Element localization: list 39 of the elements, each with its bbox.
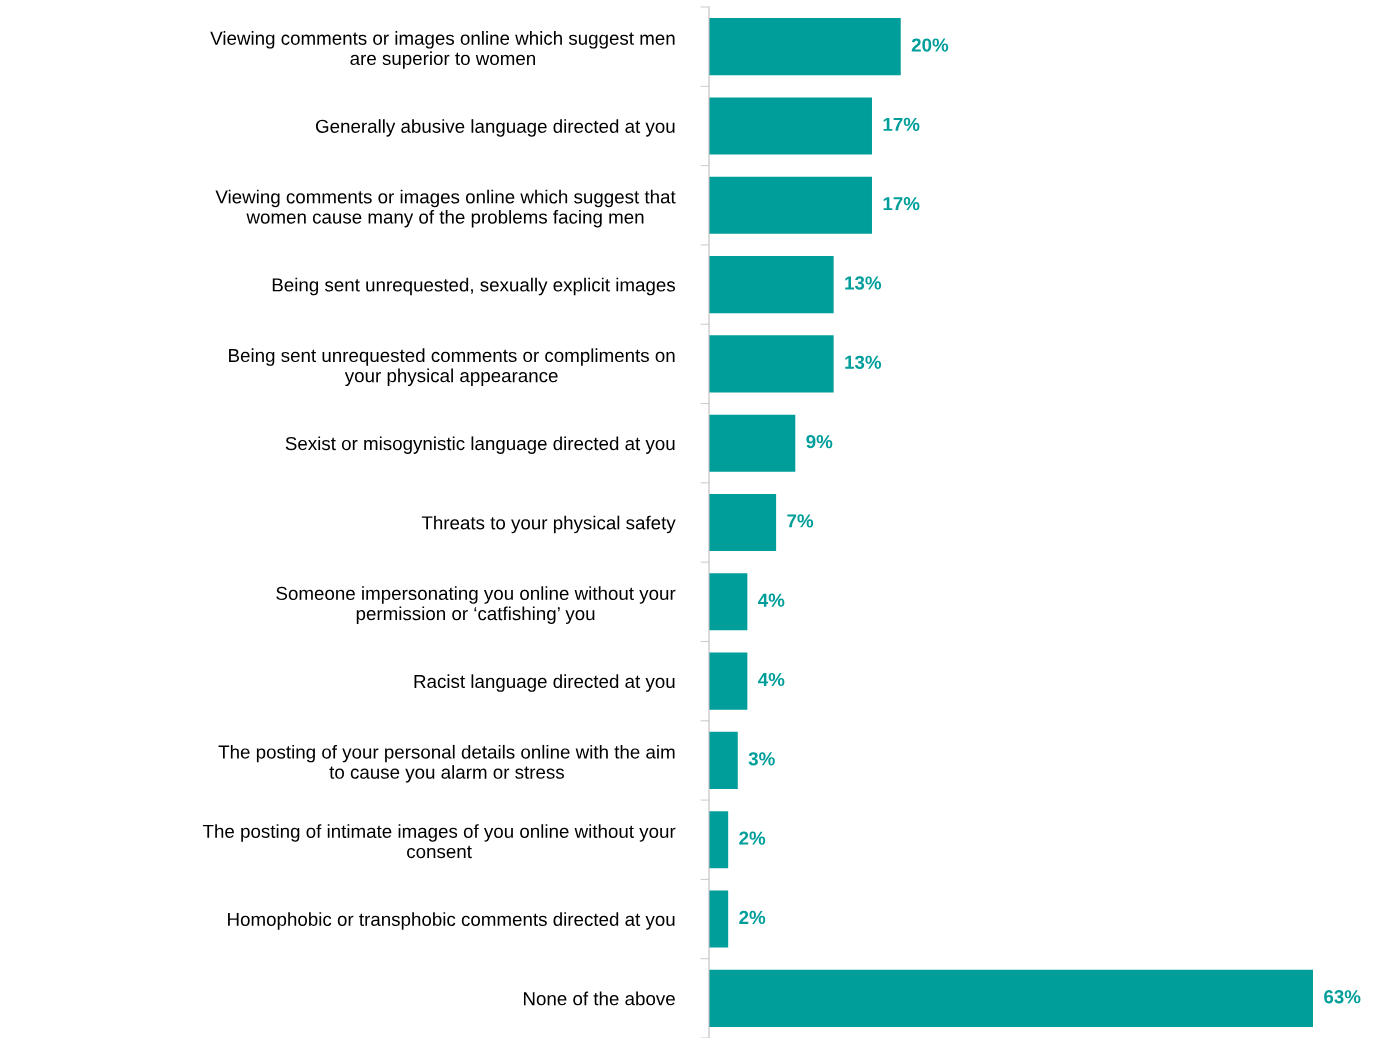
data-label: 4% [758,593,785,607]
y-tick-label: Viewing comments or images online which suggest men are superior to women [210,31,675,69]
y-tick-label: Being sent unrequested comments or compliments on your physical appearance [229,348,675,387]
bar [709,890,729,948]
bar [709,18,901,76]
y-tick-label: Sexist or misogynistic language directed at you [285,436,675,454]
y-tick-label: Viewing comments or images online which suggest that women cause many of the problems facing men [215,189,676,228]
data-label: 17% [883,117,920,131]
y-tick-label: Homophobic or transphobic comments directed at you [228,912,675,930]
data-label: 13% [845,276,882,290]
data-label: 2% [739,831,766,845]
data-label: 7% [787,514,814,528]
data-label: 63% [1324,990,1361,1004]
bar [709,811,729,869]
bar [709,414,796,472]
bar [709,335,834,393]
y-tick-label: None of the above [523,991,675,1006]
y-tick-label: Threats to your physical safety [421,515,676,534]
data-label: 20% [911,38,949,52]
y-tick-label: Generally abusive language directed at you [315,119,675,137]
bar [709,97,872,155]
bar [709,493,777,552]
bar [709,256,834,314]
y-tick-label: Racist language directed at you [414,674,675,692]
data-label: 3% [748,752,775,766]
y-tick-label: Being sent unrequested, sexually explicit images [272,277,676,296]
data-label: 4% [758,672,785,687]
bar [709,969,1313,1027]
bar [709,573,748,631]
data-label: 9% [806,434,833,449]
bar [709,176,872,234]
bar [709,731,738,789]
bar [709,652,748,710]
data-label: 2% [739,910,766,925]
data-label: 13% [845,355,882,369]
data-label: 17% [883,197,920,211]
y-tick-label: Someone impersonating you online without your permission or ‘catfishing’ you [276,586,676,624]
y-tick-label: The posting of your personal details online with the aim to cause you alarm or stress [218,744,675,783]
y-tick-label: The posting of intimate images of you online without your consent [202,824,676,859]
